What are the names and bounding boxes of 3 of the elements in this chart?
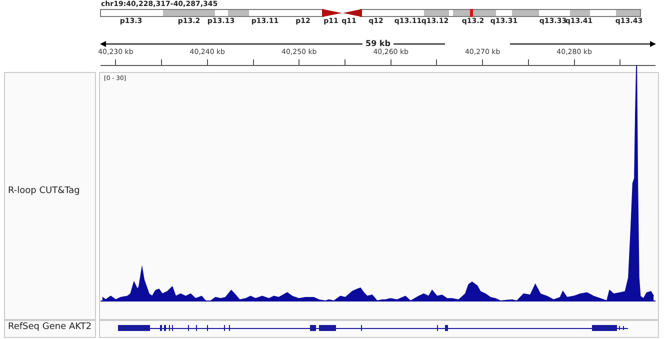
text: 59 kb xyxy=(362,39,394,48)
text: RefSeq Gene AKT2 xyxy=(8,322,92,332)
text: R-loop CUT&Tag xyxy=(8,186,80,196)
